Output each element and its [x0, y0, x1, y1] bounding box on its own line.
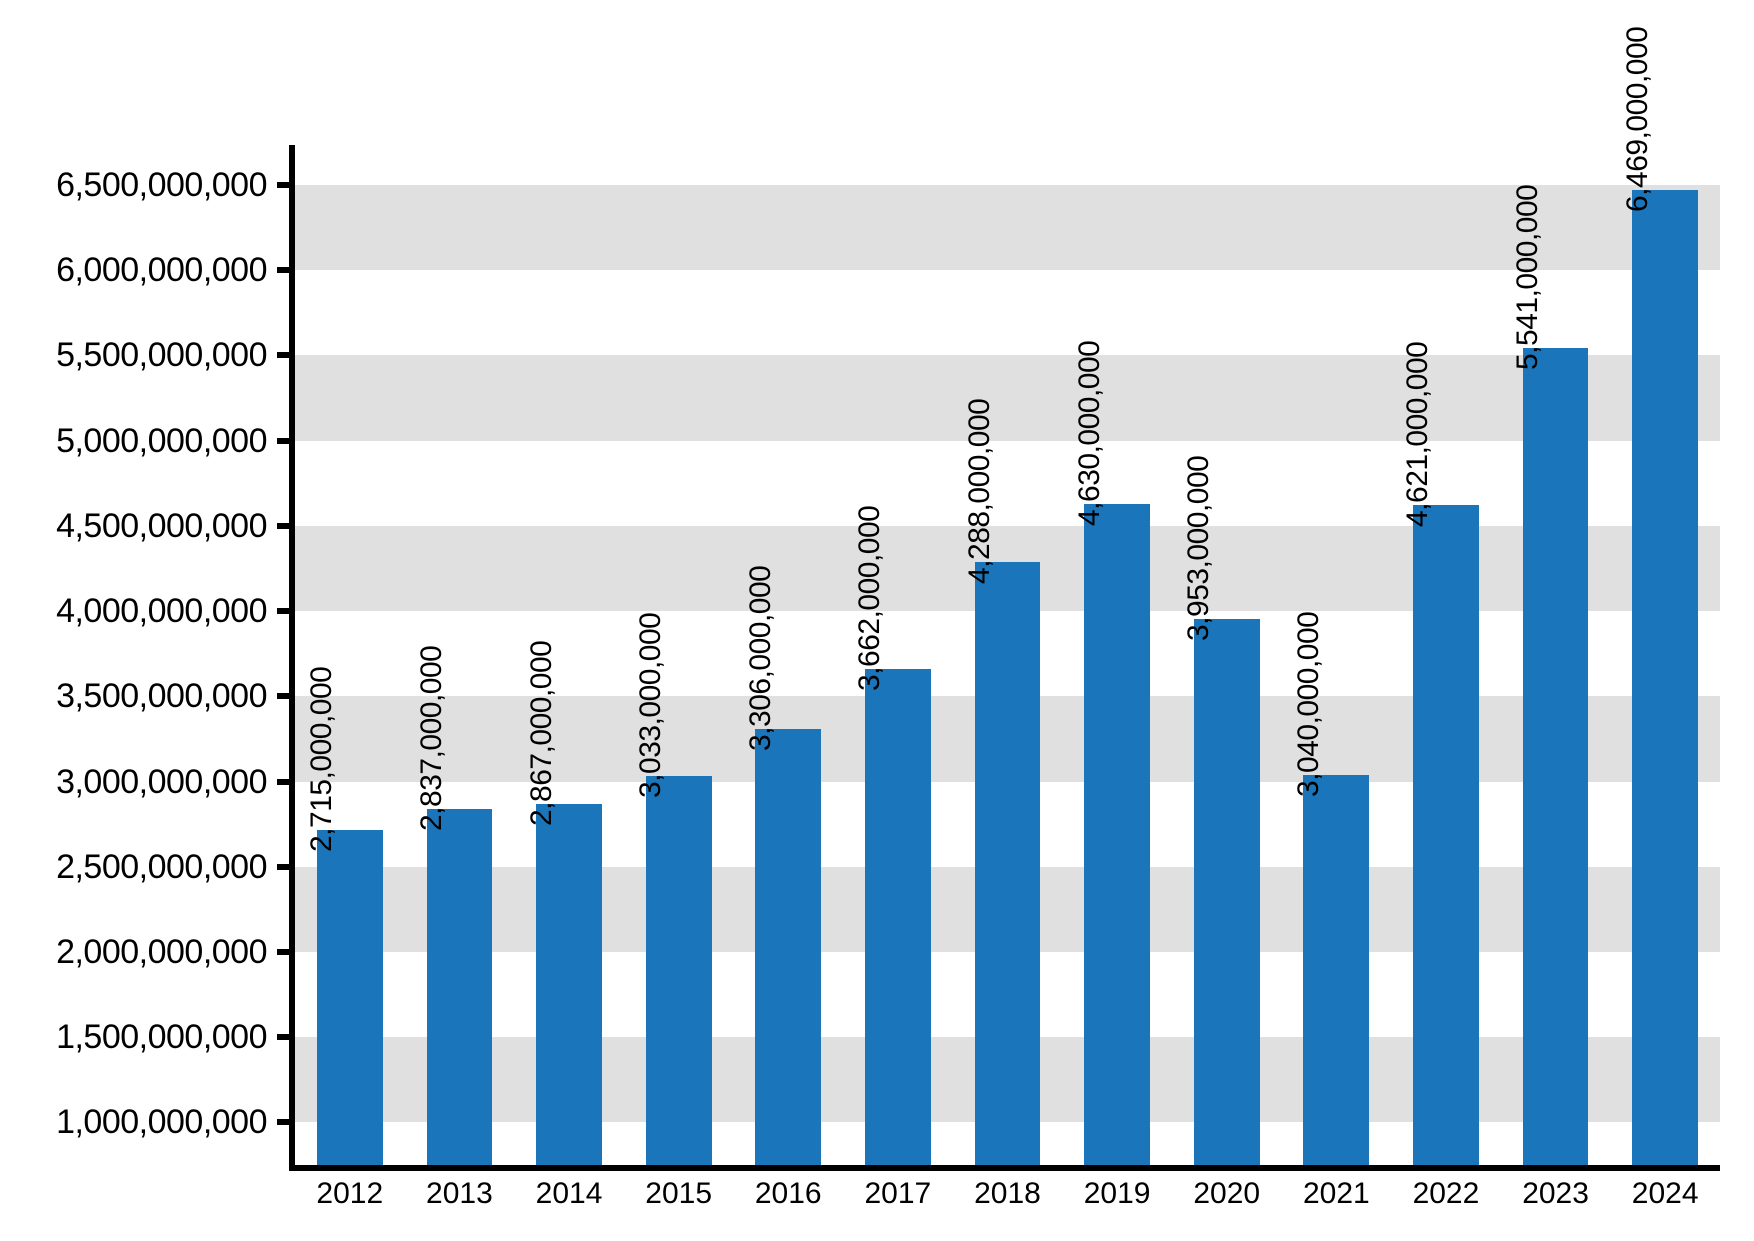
bar-value-label: 4,288,000,000 — [963, 399, 997, 584]
y-tick-label: 2,000,000,000 — [56, 933, 267, 972]
bar-value-label: 3,662,000,000 — [853, 505, 887, 690]
bar — [1303, 775, 1369, 1165]
x-axis-label: 2013 — [405, 1177, 515, 1211]
bar-value-label: 3,306,000,000 — [744, 566, 778, 751]
x-axis-label: 2012 — [295, 1177, 405, 1211]
y-tick-label: 6,000,000,000 — [56, 251, 267, 290]
bar — [536, 804, 602, 1165]
bar — [975, 562, 1041, 1165]
x-axis-label: 2022 — [1391, 1177, 1501, 1211]
x-axis-label: 2024 — [1610, 1177, 1720, 1211]
x-axis-label: 2017 — [843, 1177, 953, 1211]
y-tick-label: 5,500,000,000 — [56, 336, 267, 375]
x-axis-label: 2014 — [514, 1177, 624, 1211]
bar-chart: 2,715,000,000 2012 2,837,000,000 2013 2,867,… — [0, 0, 1754, 1241]
y-tick-label: 3,000,000,000 — [56, 763, 267, 802]
x-axis-label: 2020 — [1172, 1177, 1282, 1211]
bar-value-label: 2,715,000,000 — [305, 667, 339, 852]
bar-value-label: 5,541,000,000 — [1511, 185, 1545, 370]
bar-value-label: 3,953,000,000 — [1182, 456, 1216, 641]
x-axis-label: 2021 — [1282, 1177, 1392, 1211]
bar — [755, 729, 821, 1165]
y-tick-label: 6,500,000,000 — [56, 166, 267, 205]
x-axis-label: 2019 — [1062, 1177, 1172, 1211]
bar — [865, 669, 931, 1165]
y-tick-label: 1,500,000,000 — [56, 1018, 267, 1057]
x-axis-label: 2023 — [1501, 1177, 1611, 1211]
bar-value-label: 3,033,000,000 — [634, 613, 668, 798]
y-axis-line — [289, 145, 295, 1171]
bar-value-label: 4,621,000,000 — [1401, 342, 1435, 527]
grid-band — [295, 355, 1720, 440]
y-tick-label: 4,000,000,000 — [56, 592, 267, 631]
x-axis-label: 2016 — [733, 1177, 843, 1211]
bar-value-label: 2,867,000,000 — [525, 641, 559, 826]
bar — [1084, 504, 1150, 1165]
y-tick-label: 5,000,000,000 — [56, 422, 267, 461]
y-tick-label: 4,500,000,000 — [56, 507, 267, 546]
bar-value-label: 2,837,000,000 — [415, 646, 449, 831]
bar-value-label: 3,040,000,000 — [1292, 611, 1326, 796]
y-tick-label: 1,000,000,000 — [56, 1103, 267, 1142]
bar-value-label: 4,630,000,000 — [1073, 340, 1107, 525]
y-tick-label: 3,500,000,000 — [56, 677, 267, 716]
y-tick-label: 2,500,000,000 — [56, 848, 267, 887]
bar — [1413, 505, 1479, 1165]
bar — [427, 809, 493, 1165]
bar-value-label: 6,469,000,000 — [1621, 27, 1655, 212]
bar — [317, 830, 383, 1165]
x-axis-line — [289, 1165, 1720, 1171]
bar — [1523, 348, 1589, 1165]
x-axis-label: 2015 — [624, 1177, 734, 1211]
x-axis-label: 2018 — [953, 1177, 1063, 1211]
bar — [1632, 190, 1698, 1165]
grid-band — [295, 185, 1720, 270]
bar — [646, 776, 712, 1165]
bar — [1194, 619, 1260, 1165]
